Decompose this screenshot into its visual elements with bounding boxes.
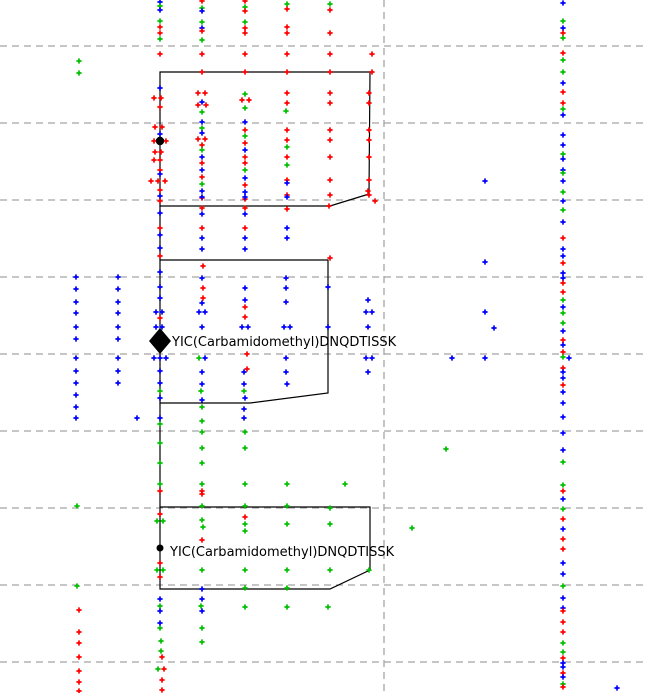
peptide-label-selected: YIC(Carbamidomethyl)DNQDTISSK	[171, 335, 397, 350]
selection-polygons	[159, 71, 371, 590]
highlight-markers[interactable]	[149, 136, 171, 552]
peptide-label-secondary: YIC(Carbamidomethyl)DNQDTISSK	[169, 545, 395, 560]
data-points	[73, 0, 620, 693]
